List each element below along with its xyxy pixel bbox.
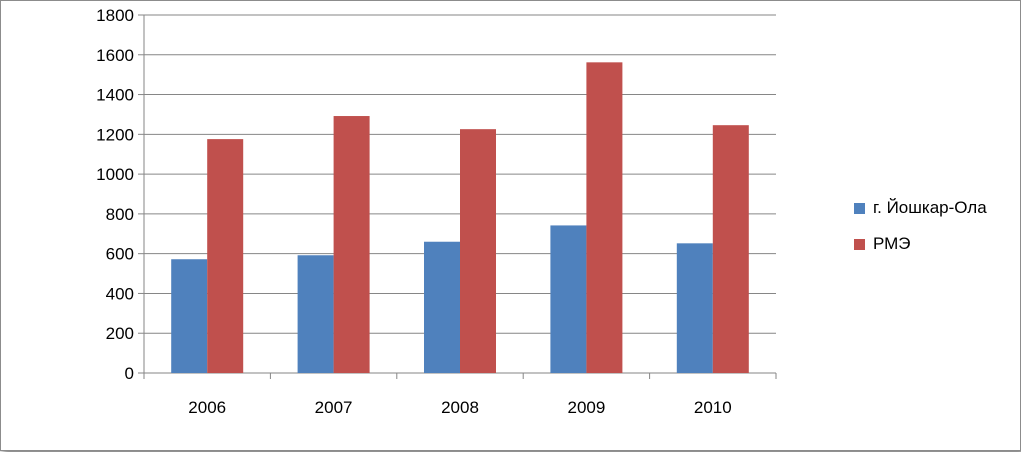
y-tick-label: 1600 <box>96 46 134 65</box>
bar-rme-2009 <box>586 62 623 373</box>
bar-yoshkar-ola-2006 <box>171 259 208 373</box>
bar-yoshkar-ola-2008 <box>424 241 460 373</box>
y-tick-label: 600 <box>106 245 134 264</box>
legend-swatch-yoshkar-ola <box>854 202 865 214</box>
legend: г. Йошкар-Ола РМЭ <box>854 198 987 270</box>
x-tick-label: 2010 <box>694 398 732 417</box>
y-tick-label: 1400 <box>96 86 134 105</box>
y-tick-label: 0 <box>125 364 134 383</box>
y-tick-label: 800 <box>106 205 134 224</box>
x-tick-label: 2008 <box>441 398 479 417</box>
bar-yoshkar-ola-2009 <box>550 225 587 373</box>
y-tick-label: 1800 <box>96 6 134 25</box>
x-tick-label: 2009 <box>567 398 605 417</box>
legend-item-rme: РМЭ <box>854 234 987 254</box>
bar-yoshkar-ola-2010 <box>676 243 713 373</box>
bar-yoshkar-ola-2007 <box>297 255 334 373</box>
legend-label-yoshkar-ola: г. Йошкар-Ола <box>873 198 987 217</box>
y-tick-label: 1200 <box>96 125 134 144</box>
legend-label-rme: РМЭ <box>873 234 911 253</box>
x-tick-label: 2007 <box>315 398 353 417</box>
y-tick-label: 400 <box>106 284 134 303</box>
y-tick-label: 200 <box>106 324 134 343</box>
y-tick-label: 1000 <box>96 165 134 184</box>
bar-rme-2007 <box>333 116 370 373</box>
bar-rme-2006 <box>207 139 244 373</box>
legend-item-yoshkar-ola: г. Йошкар-Ола <box>854 198 987 218</box>
bar-rme-2008 <box>460 129 496 373</box>
bar-rme-2010 <box>712 125 749 373</box>
x-tick-label: 2006 <box>188 398 226 417</box>
legend-swatch-rme <box>854 238 865 250</box>
